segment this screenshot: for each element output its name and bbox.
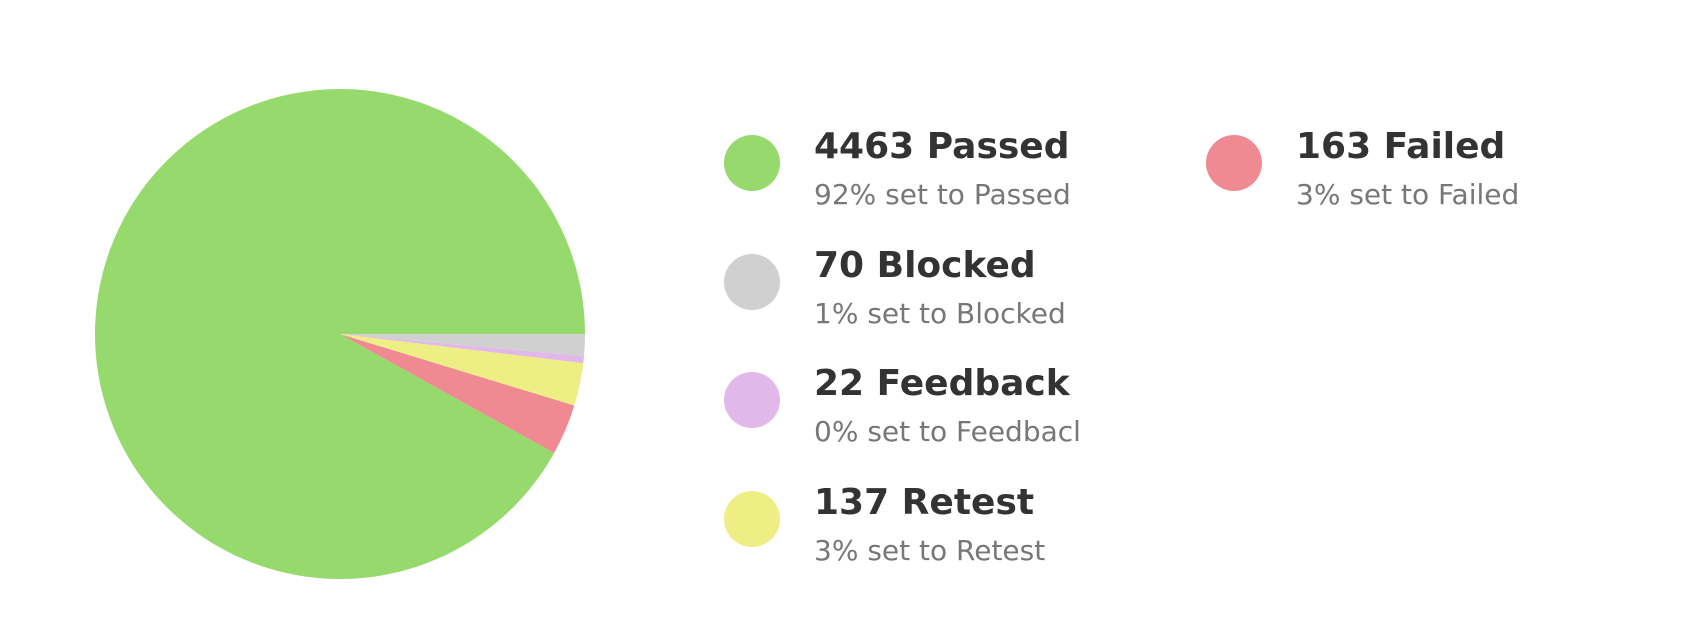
pie-slice-failed (340, 334, 575, 454)
legend-dot-blocked (724, 254, 780, 310)
pie-slice-passed (94, 88, 586, 579)
legend-item-failed: 163 Failed 3% set to Failed (1206, 125, 1606, 225)
pie-slice-blocked (340, 334, 586, 357)
pie-slice-retest (340, 334, 584, 406)
legend-subtitle-blocked: 1% set to Blocked (814, 297, 1066, 330)
legend-dot-retest (724, 491, 780, 547)
legend-item-passed: 4463 Passed 92% set to Passed (724, 125, 1124, 225)
legend-title-feedback: 22 Feedback (814, 363, 1070, 404)
pie-chart (94, 88, 586, 579)
legend-title-retest: 137 Retest (814, 482, 1035, 523)
legend-item-feedback: 22 Feedback 0% set to Feedbacl (724, 362, 1124, 462)
legend-item-retest: 137 Retest 3% set to Retest (724, 481, 1124, 581)
legend-item-blocked: 70 Blocked 1% set to Blocked (724, 244, 1124, 344)
pie-slice-feedback (340, 334, 584, 364)
legend-subtitle-failed: 3% set to Failed (1296, 178, 1520, 211)
legend-title-blocked: 70 Blocked (814, 245, 1036, 286)
legend-dot-feedback (724, 372, 780, 428)
legend-dot-failed (1206, 135, 1262, 191)
legend-subtitle-feedback: 0% set to Feedbacl (814, 415, 1081, 448)
legend-title-passed: 4463 Passed (814, 126, 1070, 167)
legend-subtitle-retest: 3% set to Retest (814, 534, 1046, 567)
legend-title-failed: 163 Failed (1296, 126, 1506, 167)
legend-dot-passed (724, 135, 780, 191)
legend-subtitle-passed: 92% set to Passed (814, 178, 1071, 211)
